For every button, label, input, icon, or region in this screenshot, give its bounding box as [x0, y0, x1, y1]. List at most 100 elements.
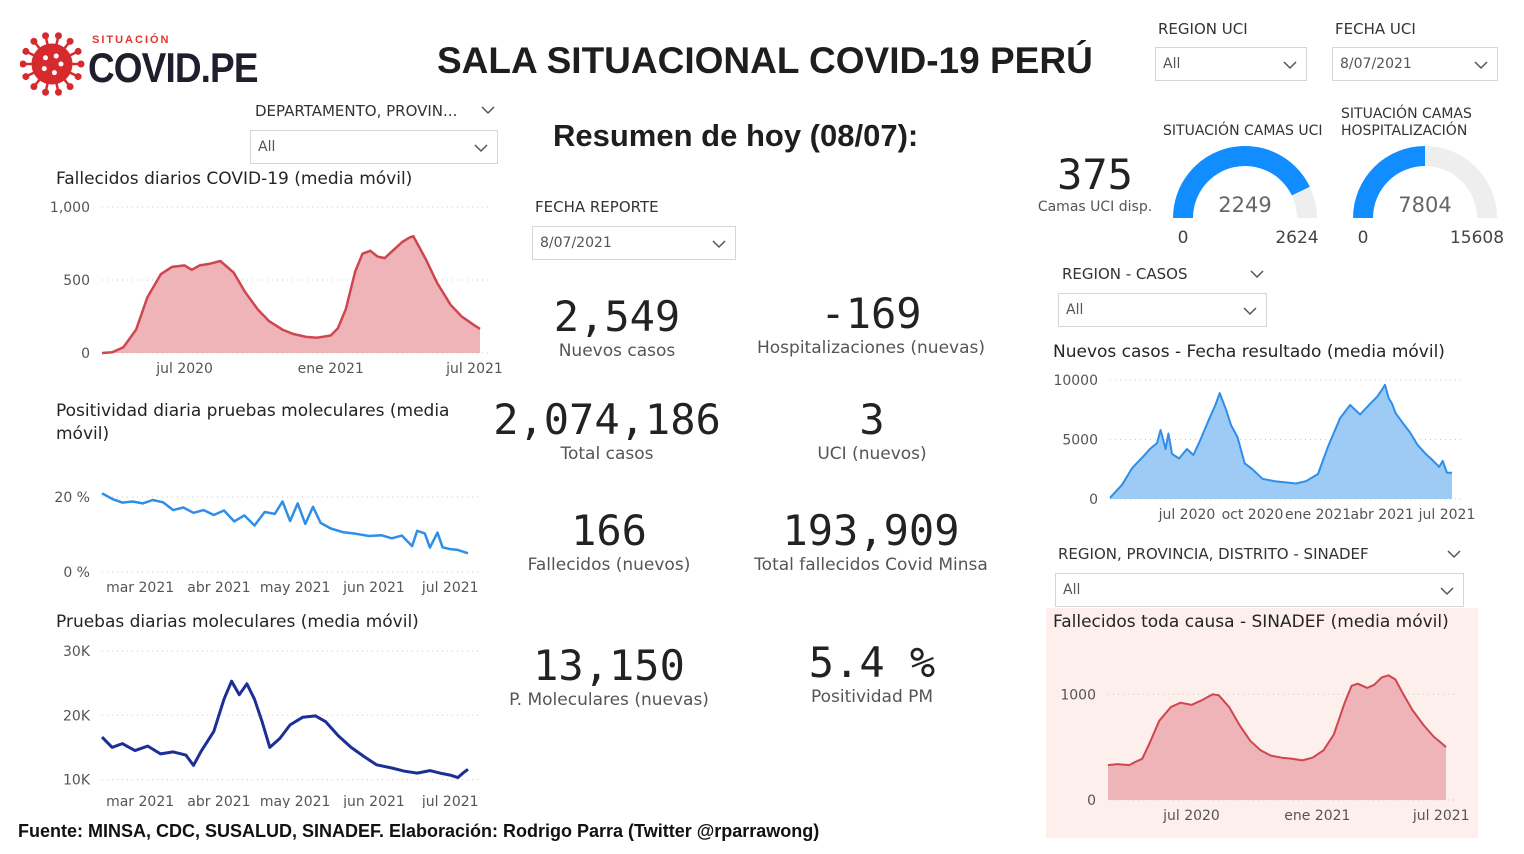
gauge-fill — [1353, 146, 1425, 218]
kpi-card: 193,909 Total fallecidos Covid Minsa — [721, 506, 1021, 575]
virus-spike-tip — [22, 73, 30, 81]
virus-dot — [42, 55, 48, 61]
x-tick-label: jul 2020 — [1158, 507, 1216, 523]
kpi-value: 166 — [571, 506, 647, 555]
gauge-value: 2249 — [1218, 193, 1271, 217]
virus-spike-tip — [30, 37, 38, 45]
uci-available-label: Camas UCI disp. — [1037, 199, 1153, 215]
region-sinadef-label: REGION, PROVINCIA, DISTRITO - SINADEF — [1058, 545, 1369, 563]
y-tick-label: 1000 — [1060, 687, 1096, 703]
gauge-uci-title: SITUACIÓN CAMAS UCI — [1163, 123, 1323, 139]
series-line — [101, 492, 469, 555]
fecha-uci-dropdown[interactable]: 8/07/2021 — [1332, 47, 1498, 81]
gauge-fill — [1173, 146, 1310, 218]
kpi-label: P. Moleculares (nuevas) — [509, 690, 709, 710]
virus-spike-tip — [22, 47, 30, 55]
series-line — [101, 234, 481, 355]
region-uci-dropdown[interactable]: All — [1155, 47, 1307, 81]
virus-dot — [51, 70, 57, 76]
gauge-hosp-title: SITUACIÓN CAMAS HOSPITALIZACIÓN — [1341, 106, 1472, 139]
virus-spike-tip — [74, 73, 82, 81]
logo-big-text: COVID.PE — [88, 44, 258, 91]
virus-spike-tip — [74, 47, 82, 55]
virus-dot — [53, 53, 59, 59]
series-area — [1108, 675, 1446, 800]
x-tick-label: ene 2021 — [1285, 507, 1351, 523]
chevron-down-icon[interactable] — [480, 105, 496, 115]
gauge-uci: 2249 0 2624 — [1173, 146, 1319, 248]
virus-spike-tip — [20, 60, 27, 68]
x-tick-label: jul 2020 — [155, 361, 213, 377]
x-tick-label: ene 2021 — [298, 361, 364, 377]
virus-icon — [20, 32, 85, 96]
chart-title: Pruebas diarias moleculares (media móvil… — [56, 612, 419, 632]
fecha-reporte-dropdown[interactable]: 8/07/2021 — [532, 226, 736, 260]
gauge-min: 0 — [1178, 228, 1189, 248]
department-dropdown-value: All — [258, 139, 276, 155]
chart-title: Fallecidos toda causa - SINADEF (media m… — [1053, 612, 1449, 632]
kpi-value: 13,150 — [533, 641, 685, 690]
region-casos-label: REGION - CASOS — [1062, 265, 1188, 283]
department-dropdown[interactable]: All — [250, 130, 498, 164]
y-tick-label: 0 % — [63, 565, 90, 581]
kpi-card: -169 Hospitalizaciones (nuevas) — [721, 289, 1021, 358]
gauge-hosp: 7804 0 15608 — [1353, 146, 1504, 248]
region-uci-value: All — [1163, 56, 1181, 72]
y-tick-label: 10K — [63, 773, 91, 789]
kpi-label: Positividad PM — [810, 687, 934, 707]
virus-spike-tip — [77, 60, 85, 68]
fecha-uci-label: FECHA UCI — [1335, 20, 1416, 38]
kpi-card: 3 UCI (nuevos) — [742, 395, 1002, 464]
uci-available-value: 375 — [1057, 150, 1133, 199]
x-tick-label: abr 2021 — [1351, 507, 1414, 523]
virus-body — [31, 43, 73, 85]
kpi-value: 2,549 — [553, 292, 681, 341]
series-line — [100, 679, 469, 780]
chart-title: Positividad diaria pruebas moleculares (… — [56, 401, 450, 444]
region-casos-dropdown[interactable]: All — [1058, 293, 1267, 327]
virus-dot — [41, 66, 47, 72]
kpi-label: Total fallecidos Covid Minsa — [754, 555, 988, 575]
x-tick-label: mar 2021 — [106, 794, 174, 808]
gauge-min: 0 — [1358, 228, 1369, 248]
chart-deaths: 0 500 1,000 jul 2020 ene 2021 jul 2021 — [50, 200, 503, 377]
gauge-value: 7804 — [1398, 193, 1451, 217]
x-tick-label: oct 2020 — [1222, 507, 1284, 523]
y-tick-label: 20 % — [54, 490, 90, 506]
x-tick-label: jul 2021 — [421, 580, 479, 596]
chevron-down-icon — [1243, 307, 1257, 316]
x-tick-label: jul 2021 — [1412, 808, 1470, 824]
chevron-down-icon — [712, 240, 726, 249]
fecha-reporte-label: FECHA REPORTE — [535, 198, 659, 216]
chart-title: Fallecidos diarios COVID-19 (media móvil… — [56, 169, 413, 189]
kpi-value: 2,074,186 — [493, 395, 721, 444]
region-sinadef-dropdown[interactable]: All — [1055, 573, 1464, 607]
y-tick-label: 500 — [63, 273, 90, 289]
chevron-down-icon[interactable] — [1249, 269, 1265, 279]
region-uci-label: REGION UCI — [1158, 20, 1248, 38]
uci-available-card: 375 Camas UCI disp. — [1030, 150, 1160, 215]
virus-spike-tip — [30, 83, 38, 91]
chart-cases: 0 5000 10000 jul 2020 oct 2020 ene 2021 abr 20… — [1053, 373, 1475, 523]
gauge-max: 15608 — [1450, 228, 1504, 248]
x-tick-label: may 2021 — [260, 794, 331, 808]
chevron-down-icon[interactable] — [1446, 549, 1462, 559]
x-tick-label: mar 2021 — [106, 580, 174, 596]
series-line — [1107, 674, 1447, 767]
virus-spike-tip — [66, 83, 74, 91]
x-tick-label: jul 2021 — [421, 794, 479, 808]
x-tick-label: jun 2021 — [342, 580, 405, 596]
chart-tests: 10K 20K 30K mar 2021 abr 2021 may 2021 jun 202… — [63, 644, 479, 808]
y-tick-label: 20K — [63, 708, 91, 724]
series-line — [1109, 383, 1452, 499]
y-tick-label: 5000 — [1062, 433, 1098, 449]
x-tick-label: abr 2021 — [187, 794, 250, 808]
x-tick-label: ene 2021 — [1284, 808, 1350, 824]
region-casos-value: All — [1066, 302, 1084, 318]
chart-positivity: 0 % 20 % mar 2021 abr 2021 may 2021 jun 2021 j… — [54, 490, 479, 596]
series-area — [1110, 384, 1452, 499]
virus-spike-tip — [42, 88, 50, 96]
footer-source: Fuente: MINSA, CDC, SUSALUD, SINADEF. El… — [18, 821, 820, 841]
virus-spike-tip — [66, 37, 74, 45]
kpi-label: Total casos — [560, 444, 654, 464]
